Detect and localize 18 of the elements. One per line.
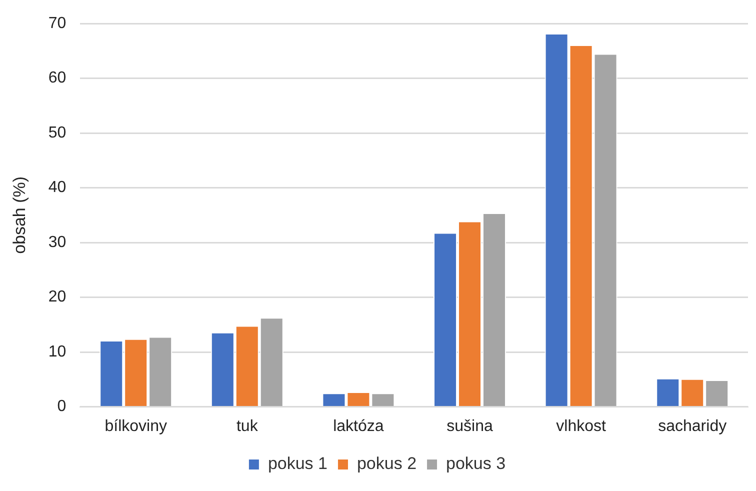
x-tick-label: bílkoviny [104, 418, 167, 435]
y-tick-label: 50 [48, 124, 66, 142]
y-tick-label: 10 [48, 343, 66, 360]
x-tick-label: vlhkost [556, 418, 606, 435]
y-tick-label: 20 [48, 288, 66, 306]
x-tick-label: laktóza [333, 418, 384, 435]
y-tick-label: 70 [48, 15, 66, 32]
x-tick-label: sušina [446, 418, 493, 435]
y-tick-label: 30 [48, 234, 66, 251]
legend-label: pokus 2 [356, 454, 417, 474]
legend-label: pokus 1 [268, 454, 328, 474]
y-tick-label: 40 [48, 179, 66, 196]
y-tick-label: 0 [57, 398, 66, 416]
y-tick-label: 60 [48, 70, 66, 87]
legend-label: pokus 3 [446, 454, 506, 474]
y-axis-title: obsah (%) [10, 176, 29, 254]
x-tick-label: tuk [236, 418, 259, 435]
x-tick-label: sacharidy [658, 418, 727, 435]
